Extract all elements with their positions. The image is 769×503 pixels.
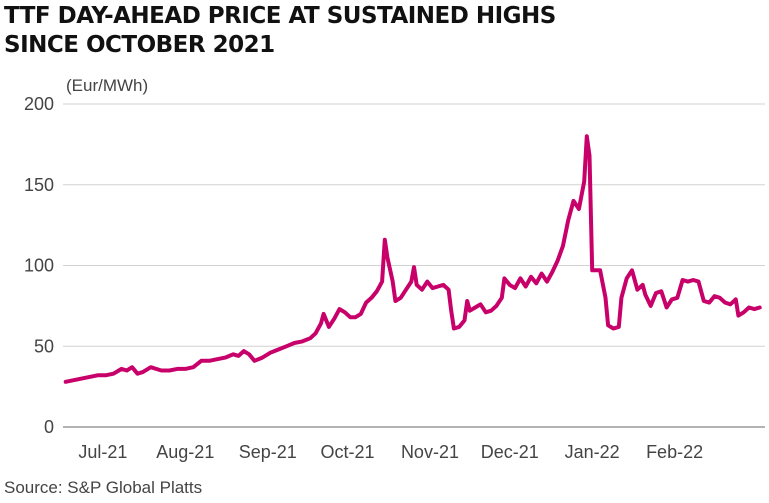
- price-series-line: [63, 134, 762, 384]
- x-tick-label: Jul-21: [78, 442, 127, 462]
- x-tick-label: Aug-21: [156, 442, 214, 462]
- x-tick-label: Nov-21: [401, 442, 459, 462]
- chart-title: TTF DAY-AHEAD PRICE AT SUSTAINED HIGHS S…: [4, 2, 764, 60]
- y-tick-label: 0: [44, 417, 54, 437]
- x-tick-label: Dec-21: [481, 442, 539, 462]
- chart-title-line-1: TTF DAY-AHEAD PRICE AT SUSTAINED HIGHS: [4, 3, 556, 29]
- y-axis-ticks: 0 50 100 150 200: [24, 94, 54, 437]
- x-axis-ticks: Jul-21 Aug-21 Sep-21 Oct-21 Nov-21 Dec-21 Jan-…: [78, 442, 703, 462]
- y-tick-label: 150: [24, 175, 54, 195]
- y-tick-label: 100: [24, 256, 54, 276]
- x-tick-label: Feb-22: [646, 442, 703, 462]
- y-tick-label: 200: [24, 94, 54, 114]
- x-tick-label: Jan-22: [565, 442, 620, 462]
- x-tick-label: Sep-21: [239, 442, 297, 462]
- x-tick-label: Oct-21: [321, 442, 375, 462]
- y-tick-label: 50: [34, 336, 54, 356]
- source-note: Source: S&P Global Platts: [4, 478, 203, 497]
- y-axis-label: (Eur/MWh): [66, 76, 148, 95]
- chart-title-line-2: SINCE OCTOBER 2021: [4, 32, 275, 58]
